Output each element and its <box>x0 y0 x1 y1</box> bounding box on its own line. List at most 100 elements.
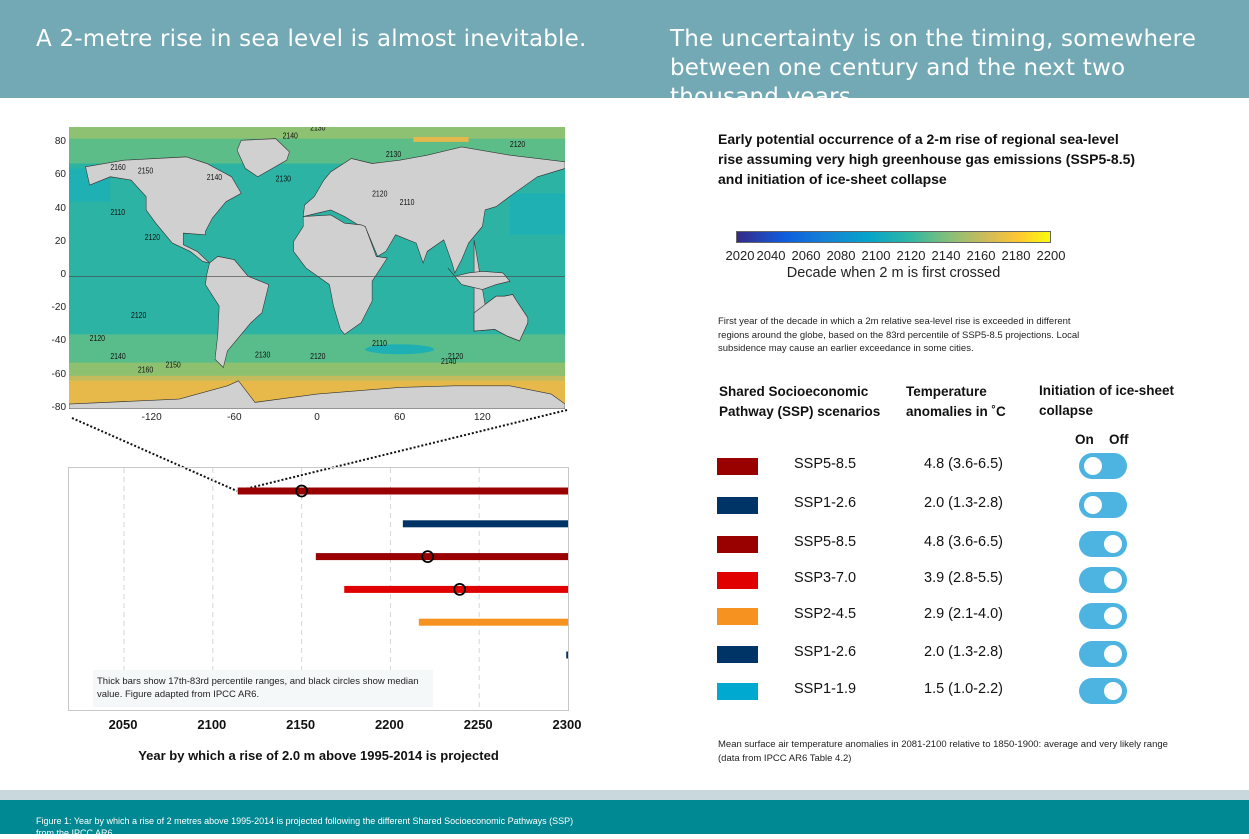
eurasia <box>302 146 565 274</box>
x-axis-label: Year by which a rise of 2.0 m above 1995… <box>138 748 499 763</box>
toggle-knob <box>1104 607 1122 625</box>
ice-sheet-toggle[interactable] <box>1079 492 1127 518</box>
ice-sheet-toggle[interactable] <box>1079 531 1127 557</box>
ice-sheet-toggle[interactable] <box>1079 678 1127 704</box>
off-label: Off <box>1109 432 1129 447</box>
scenario-color-swatch <box>717 683 758 700</box>
toggle-knob <box>1104 535 1122 553</box>
scenario-color-swatch <box>717 572 758 589</box>
colorbar-tick-label: 2180 <box>1001 248 1031 263</box>
header-left-title: A 2-metre rise in sea level is almost in… <box>36 26 587 52</box>
greenland <box>236 138 290 178</box>
ice-sheet-toggle[interactable] <box>1079 603 1127 629</box>
arctic-band-2 <box>69 127 565 139</box>
lon-tick-label: 60 <box>394 412 406 423</box>
continents <box>69 138 565 409</box>
africa <box>293 214 388 335</box>
range-chart-plot <box>123 468 568 710</box>
antarctica <box>69 380 565 409</box>
arctic-orange-patch <box>413 136 469 142</box>
range-bar-ssp1-2.6 <box>402 520 568 528</box>
scenario-name: SSP2-4.5 <box>794 606 857 622</box>
colorbar <box>736 231 1051 243</box>
lat-tick-label: 20 <box>54 235 66 247</box>
world-map: 2110 2110 2120 2120 2120 2130 2130 2130 2140 2140… <box>69 127 565 409</box>
scenario-name: SSP1-2.6 <box>794 644 857 660</box>
temperature-anomaly: 4.8 (3.6-6.5) <box>924 534 1003 550</box>
range-bar-ssp2-4.5 <box>418 618 568 626</box>
x-tick-label: 2050 <box>108 717 138 732</box>
x-tick-label: 2150 <box>286 717 316 732</box>
median-marker <box>453 583 467 596</box>
temperature-note: Mean surface air temperature anomalies i… <box>718 739 1168 764</box>
contour-label: 2120 <box>310 352 325 362</box>
ice-sheet-toggle[interactable] <box>1079 453 1127 479</box>
colorbar-tick-label: 2080 <box>826 248 856 263</box>
contour-label: 2130 <box>255 350 270 360</box>
column-header-ssp: Shared Socioeconomic Pathway (SSP) scena… <box>719 384 881 419</box>
figure-caption: Figure 1: Year by which a rise of 2 metr… <box>36 816 574 838</box>
temperature-anomaly: 2.0 (1.3-2.8) <box>924 644 1003 660</box>
contour-label: 2110 <box>400 197 415 207</box>
map-description: First year of the decade in which a 2m r… <box>718 316 1080 354</box>
range-bar-ssp1-2.6 <box>566 651 568 659</box>
australia <box>473 294 529 342</box>
contour-label: 2120 <box>448 352 463 362</box>
scenario-color-swatch <box>717 646 758 663</box>
column-header-ice-sheet: Initiation of ice-sheet collapse <box>1039 383 1175 418</box>
header-right-title: The uncertainty is on the timing, somewh… <box>670 26 1197 110</box>
toggle-knob <box>1104 571 1122 589</box>
indonesia <box>447 267 511 290</box>
contour-label: 2160 <box>110 163 125 173</box>
colorbar-tick-label: 2160 <box>966 248 996 263</box>
south-america <box>205 256 270 369</box>
scenario-name: SSP3-7.0 <box>794 570 857 586</box>
range-bar-ssp3-7.0 <box>344 585 568 593</box>
column-header-temperature: Temperature anomalies in ˚C <box>906 384 1006 419</box>
footer-divider <box>0 790 1249 800</box>
contour-label: 2120 <box>145 232 160 242</box>
colorbar-tick-label: 2060 <box>791 248 821 263</box>
scenario-color-swatch <box>717 458 758 475</box>
contour-label: 2160 <box>138 365 153 375</box>
contour-label: 2110 <box>110 207 125 217</box>
lat-tick-label: -20 <box>51 302 66 314</box>
toggle-knob <box>1084 496 1102 514</box>
toggle-knob <box>1104 645 1122 663</box>
toggle-knob <box>1084 457 1102 475</box>
contour-label: 2140 <box>283 131 298 141</box>
temperature-anomaly: 1.5 (1.0-2.2) <box>924 681 1003 697</box>
scenario-name: SSP1-2.6 <box>794 495 857 511</box>
range-chart <box>68 467 569 711</box>
header-banner: A 2-metre rise in sea level is almost in… <box>0 0 1249 110</box>
ice-sheet-toggle[interactable] <box>1079 567 1127 593</box>
footer <box>0 800 1249 834</box>
north-america <box>85 156 242 264</box>
indian-ocean-patch <box>365 344 435 355</box>
contour-label: 2120 <box>131 310 146 320</box>
lat-tick-label: 80 <box>54 136 66 148</box>
contour-label: 2150 <box>138 166 153 176</box>
range-bar-ssp5-8.5 <box>237 487 568 495</box>
contour-label: 2130 <box>276 174 291 184</box>
contour-label: 2130 <box>310 127 325 132</box>
median-marker <box>421 550 435 563</box>
lat-tick-label: -80 <box>51 401 66 413</box>
contour-label: 2130 <box>386 149 401 159</box>
lat-tick-label: 40 <box>54 202 66 214</box>
contour-label: 2150 <box>165 360 180 370</box>
colorbar-tick-label: 2040 <box>756 248 786 263</box>
scenario-name: SSP1-1.9 <box>794 681 857 697</box>
median-marker <box>295 484 309 498</box>
x-tick-label: 2300 <box>552 717 582 732</box>
colorbar-tick-label: 2120 <box>896 248 926 263</box>
map-title: Early potential occurrence of a 2-m rise… <box>718 131 1136 187</box>
temperature-anomaly: 2.9 (2.1-4.0) <box>924 606 1003 622</box>
contour-label: 2140 <box>110 352 125 362</box>
chart-note: Thick bars show 17th-83rd percentile ran… <box>93 670 433 707</box>
ice-sheet-toggle[interactable] <box>1079 641 1127 667</box>
contour-label: 2140 <box>441 357 456 367</box>
temperature-anomaly: 3.9 (2.8-5.5) <box>924 570 1003 586</box>
lat-tick-label: -40 <box>51 335 66 347</box>
colorbar-tick-label: 2100 <box>861 248 891 263</box>
